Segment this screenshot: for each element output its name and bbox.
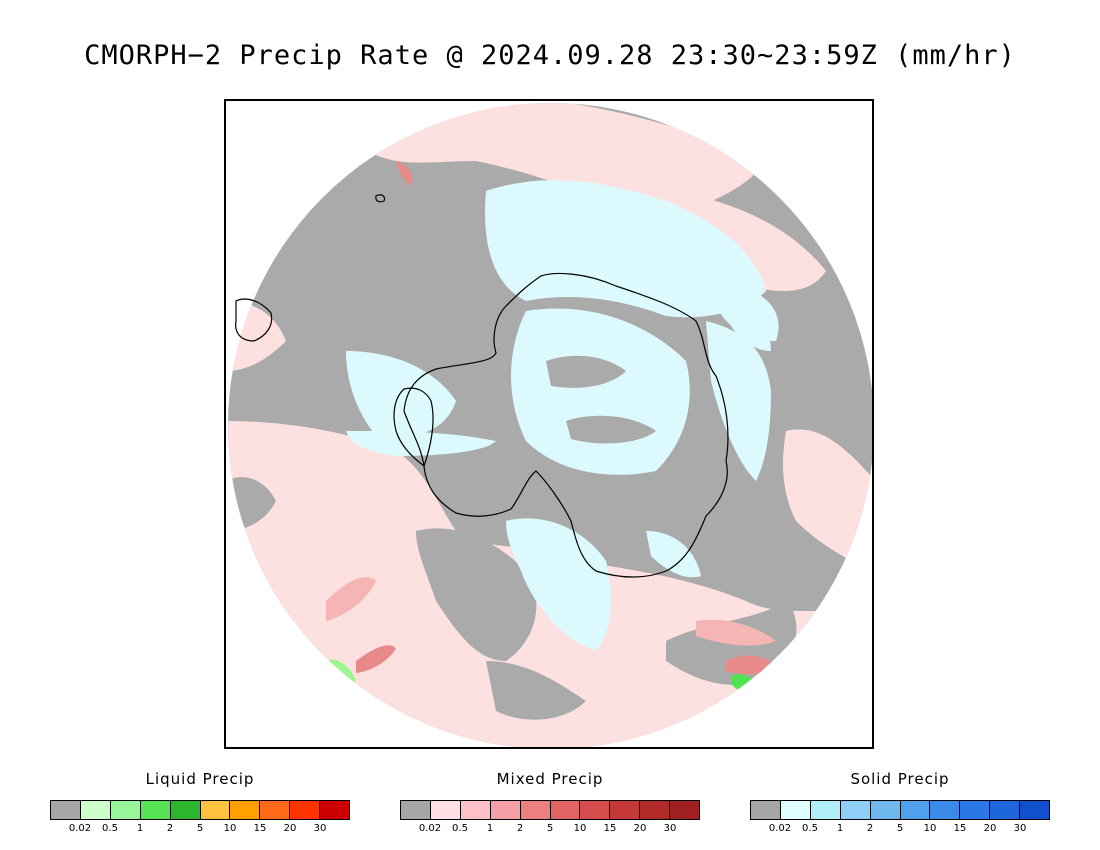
legend-swatch — [1020, 801, 1050, 819]
mixed-heavier-streak-1 — [326, 577, 376, 621]
legend-swatch — [200, 801, 231, 819]
legend-tick-label: 10 — [223, 823, 237, 834]
legend-tick-label: 5 — [196, 823, 204, 834]
mixed-heavier-streak-2 — [356, 645, 396, 673]
legend-tick-label: 0.02 — [418, 823, 442, 834]
legend-tick-label: 20 — [983, 823, 997, 834]
no-data-streak-interior-1 — [546, 355, 626, 388]
solid-precip-region-north — [485, 180, 766, 318]
coastlines — [235, 194, 729, 578]
legend-solid-precip: Solid Precip 0.02 0.5 1 2 5 10 15 20 30 — [750, 770, 1050, 837]
legend-swatch — [140, 801, 171, 819]
legend-tick-label: 0.5 — [802, 823, 818, 834]
legend-swatch — [320, 801, 350, 819]
legend-swatch — [401, 801, 431, 819]
solid-precip-region-far-east — [726, 301, 771, 351]
legend-swatch — [51, 801, 81, 819]
no-data-streak-interior-3 — [456, 479, 526, 508]
legend-swatch — [460, 801, 491, 819]
legend-swatch — [990, 801, 1021, 819]
legend-swatch — [640, 801, 671, 819]
solid-precip-region-south — [506, 518, 612, 651]
mixed-heavier-streak-north — [396, 161, 413, 186]
legend-tick-label: 20 — [633, 823, 647, 834]
legend-tick-label: 5 — [546, 823, 554, 834]
legend-tick-label: 15 — [953, 823, 967, 834]
legend-swatch — [751, 801, 781, 819]
legend-tick-label: 5 — [896, 823, 904, 834]
legend-title: Mixed Precip — [496, 770, 604, 788]
legend-tick-label: 2 — [166, 823, 174, 834]
no-data-streak-interior-2 — [566, 415, 656, 444]
legend-tick-label: 1 — [136, 823, 144, 834]
mixed-heavier-streak-3 — [696, 619, 776, 646]
legend-swatch — [230, 801, 261, 819]
legend-tick-labels: 0.02 0.5 1 2 5 10 15 20 30 — [50, 823, 350, 837]
legend-swatch — [670, 801, 700, 819]
map-disk — [228, 103, 872, 747]
no-data-patch-south-1 — [416, 528, 537, 661]
solid-precip-region-east — [706, 321, 771, 481]
legend-swatch — [870, 801, 901, 819]
no-data-patch-south-2 — [486, 661, 586, 720]
legend-swatch — [260, 801, 291, 819]
legend-tick-label: 30 — [313, 823, 327, 834]
legend-tick-label: 20 — [283, 823, 297, 834]
legend-swatch — [550, 801, 581, 819]
legend-swatch — [170, 801, 201, 819]
legend-title: Solid Precip — [850, 770, 950, 788]
legend-swatch — [930, 801, 961, 819]
legend-title: Liquid Precip — [145, 770, 255, 788]
mixed-precip-region-north — [356, 103, 766, 221]
legend-swatch — [110, 801, 141, 819]
legend-tick-labels: 0.02 0.5 1 2 5 10 15 20 30 — [400, 823, 700, 837]
solid-precip-region-southeast — [646, 531, 701, 578]
legend-swatch — [520, 801, 551, 819]
legend-mixed-precip: Mixed Precip 0.02 0.5 1 2 5 10 15 20 30 — [400, 770, 700, 837]
legend-color-bar — [750, 800, 1050, 820]
legend-tick-label: 0.5 — [102, 823, 118, 834]
legend-swatch — [780, 801, 811, 819]
legend-tick-label: 30 — [663, 823, 677, 834]
legend-color-bar — [50, 800, 350, 820]
legend-tick-label: 15 — [253, 823, 267, 834]
legend-tick-label: 30 — [1013, 823, 1027, 834]
legend-swatch — [900, 801, 931, 819]
legend-tick-label: 0.02 — [768, 823, 792, 834]
legend-tick-label: 10 — [923, 823, 937, 834]
legend-swatch — [290, 801, 321, 819]
legend-tick-label: 2 — [516, 823, 524, 834]
legend-swatch — [810, 801, 841, 819]
island-coastline-north — [375, 194, 386, 203]
antarctica-coastline — [403, 272, 729, 578]
legend-tick-label: 2 — [866, 823, 874, 834]
legend-color-bar — [400, 800, 700, 820]
map-panel — [224, 99, 874, 749]
solid-precip-band-southwest — [346, 431, 496, 456]
solid-precip-region-west — [346, 351, 456, 438]
legend-tick-label: 10 — [573, 823, 587, 834]
legend-swatch — [490, 801, 521, 819]
legend-swatch — [840, 801, 871, 819]
antarctic-peninsula-coastline — [393, 387, 434, 467]
legend-tick-label: 1 — [486, 823, 494, 834]
legend-swatch — [610, 801, 641, 819]
legend-swatch — [580, 801, 611, 819]
legend-swatch — [960, 801, 991, 819]
legend-tick-label: 0.02 — [68, 823, 92, 834]
chart-title: CMORPH−2 Precip Rate @ 2024.09.28 23:30~… — [84, 40, 1016, 71]
legend-swatch — [430, 801, 461, 819]
legend-liquid-precip: Liquid Precip 0.02 0.5 1 2 5 10 15 20 30 — [50, 770, 350, 837]
precip-map — [228, 103, 872, 747]
south-america-coastline — [235, 298, 273, 342]
legend-tick-labels: 0.02 0.5 1 2 5 10 15 20 30 — [750, 823, 1050, 837]
legend-swatch — [80, 801, 111, 819]
legend-tick-label: 1 — [836, 823, 844, 834]
legend-tick-label: 0.5 — [452, 823, 468, 834]
mixed-precip-region-east — [783, 429, 872, 571]
legend-tick-label: 15 — [603, 823, 617, 834]
